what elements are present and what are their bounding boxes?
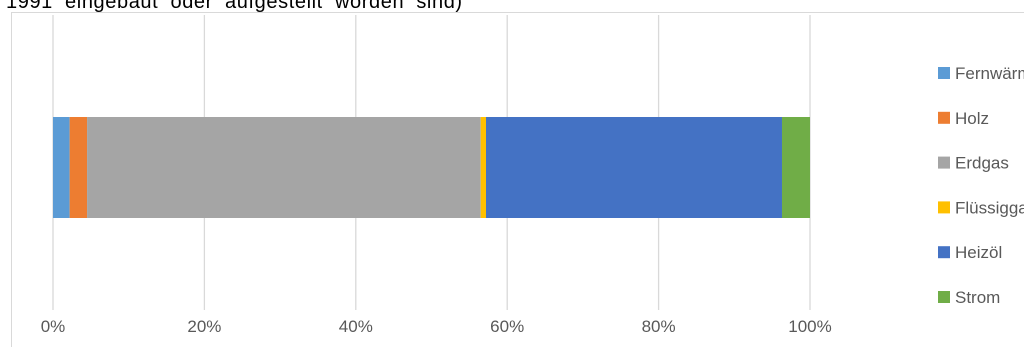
bar-segment [480, 117, 487, 218]
legend-label: Flüssiggas [955, 198, 1024, 217]
legend-label: Erdgas [955, 154, 1009, 173]
legend-label: Fernwärme [955, 64, 1024, 83]
bar-segment [486, 117, 782, 218]
bar-segment [69, 117, 88, 218]
header-text: 1991 eingebaut oder aufgestellt worden s… [6, 0, 463, 13]
bar-segment [781, 117, 810, 218]
chart-area: 0% 20% 40% 60% 80% 100% Fernwärme Holz Erdgas Fl… [11, 12, 1024, 347]
legend-label: Heizöl [955, 243, 1002, 262]
x-tick-label: 0% [41, 317, 66, 336]
x-tick-label: 80% [642, 317, 676, 336]
x-axis-ticks: 0% 20% 40% 60% 80% 100% [41, 317, 832, 336]
legend-swatch [938, 67, 950, 79]
legend-swatch [938, 246, 950, 259]
legend-swatch [938, 156, 950, 169]
bar-segments [53, 117, 810, 218]
bar-segment [53, 117, 70, 218]
stacked-bar-chart: 0% 20% 40% 60% 80% 100% Fernwärme Holz Erdgas Fl… [41, 15, 1024, 336]
x-tick-label: 40% [339, 317, 373, 336]
legend-swatch [938, 111, 950, 124]
legend-label: Strom [955, 288, 1000, 307]
legend: Fernwärme Holz Erdgas Flüssiggas Heizöl Strom [938, 64, 1024, 307]
x-tick-label: 60% [490, 317, 524, 336]
legend-label: Holz [955, 109, 989, 128]
x-tick-label: 100% [788, 317, 831, 336]
legend-swatch [938, 291, 950, 303]
bar-segment [87, 117, 481, 218]
legend-swatch [938, 201, 950, 214]
x-tick-label: 20% [187, 317, 221, 336]
